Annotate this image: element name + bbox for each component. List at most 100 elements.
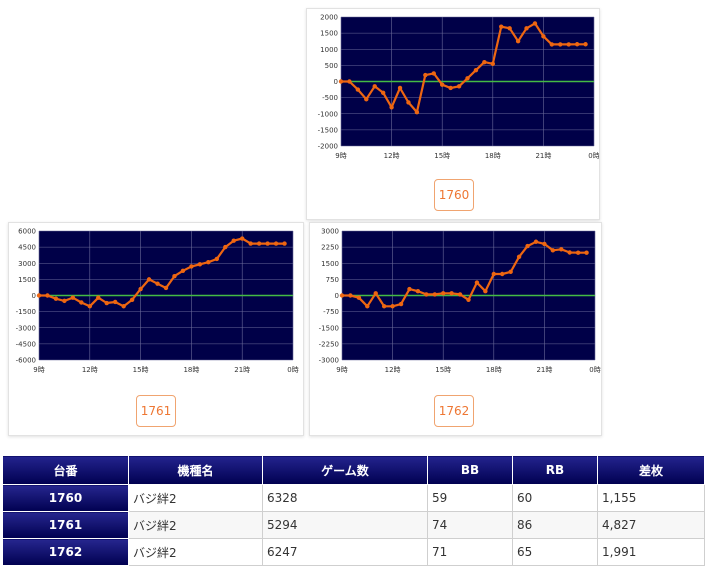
difference-cell: 1,155 <box>597 484 705 512</box>
data-point <box>70 295 76 300</box>
data-point <box>559 247 564 252</box>
x-tick-label: 9時 <box>33 366 44 374</box>
header-machine-number[interactable]: 台番 <box>2 455 129 485</box>
data-point <box>265 241 270 246</box>
data-point <box>516 254 522 259</box>
model-name-cell: バジ絆2 <box>128 538 263 566</box>
data-point <box>448 85 453 91</box>
y-tick-label: 2000 <box>320 14 338 22</box>
data-point <box>104 300 109 306</box>
data-point <box>381 304 387 309</box>
difference-cell: 1,991 <box>597 538 705 566</box>
y-tick-label: -2250 <box>319 340 339 348</box>
data-point <box>431 71 436 76</box>
header-model-name[interactable]: 機種名 <box>128 455 263 485</box>
y-tick-label: 1500 <box>320 30 338 38</box>
x-tick-label: 21時 <box>535 152 551 160</box>
x-tick-label: 15時 <box>434 152 450 160</box>
table-row: 1762 バジ絆2 6247 71 65 1,991 <box>2 538 705 566</box>
game-count-cell: 5294 <box>262 511 428 539</box>
data-point <box>96 295 101 300</box>
data-point <box>397 85 403 91</box>
y-tick-label: 1500 <box>321 260 339 268</box>
header-difference[interactable]: 差枚 <box>597 455 705 485</box>
data-point <box>500 271 505 277</box>
data-point <box>482 59 487 65</box>
data-point <box>407 286 412 292</box>
header-rb[interactable]: RB <box>512 455 598 485</box>
y-tick-label: 0 <box>32 292 36 300</box>
data-point <box>491 271 496 277</box>
table-header-row: 台番 機種名 ゲーム数 BB RB 差枚 <box>2 455 705 485</box>
machine-badge-1760[interactable]: 1760 <box>434 179 474 211</box>
x-tick-label: 12時 <box>385 366 401 374</box>
y-tick-label: 1000 <box>320 46 338 54</box>
data-point <box>473 68 479 73</box>
data-point <box>456 84 462 89</box>
y-tick-label: 0 <box>334 78 338 86</box>
data-point <box>273 241 279 246</box>
y-tick-label: -4500 <box>16 340 36 348</box>
bb-cell: 59 <box>427 484 513 512</box>
x-tick-label: 18時 <box>486 366 502 374</box>
data-point <box>356 295 362 300</box>
bb-cell: 71 <box>427 538 513 566</box>
data-point <box>146 277 152 282</box>
chart-card-1762: 3000 2250 1500 750 0 -750 -1500 -2250 -3000 9時 12時… <box>309 222 602 436</box>
data-point <box>163 285 169 291</box>
x-tick-label: 18時 <box>183 366 199 374</box>
data-point <box>197 262 203 267</box>
machine-summary-table: 台番 機種名 ゲーム数 BB RB 差枚 1760 バジ絆2 6328 59 6… <box>2 455 705 566</box>
data-point <box>567 250 572 255</box>
y-tick-label: 2250 <box>321 244 339 252</box>
chart-card-1760: 2000 1500 1000 500 0 -500 -1000 -1500 -2000 9時 12時… <box>306 8 600 220</box>
data-point <box>348 293 353 298</box>
header-bb[interactable]: BB <box>427 455 513 485</box>
data-point <box>36 293 42 298</box>
data-point <box>189 264 194 269</box>
data-point <box>372 84 377 89</box>
y-tick-label: -500 <box>322 94 338 102</box>
data-point <box>415 289 421 294</box>
data-point <box>532 21 538 26</box>
data-point <box>398 301 404 307</box>
data-point <box>423 72 428 78</box>
table-row: 1760 バジ絆2 6328 59 60 1,155 <box>2 484 705 512</box>
y-tick-label: 6000 <box>18 228 36 236</box>
data-point <box>542 241 547 247</box>
y-tick-label: 3000 <box>18 260 36 268</box>
x-tick-label: 0時 <box>287 366 298 374</box>
x-tick-label: 18時 <box>485 152 501 160</box>
data-point <box>424 292 429 297</box>
data-point <box>248 241 253 246</box>
data-point <box>515 38 521 44</box>
game-count-cell: 6328 <box>262 484 428 512</box>
y-tick-label: -1500 <box>318 126 338 134</box>
machine-number-cell[interactable]: 1760 <box>2 484 129 512</box>
data-point <box>457 292 463 297</box>
y-tick-label: -3000 <box>16 324 36 332</box>
machine-badge-1761[interactable]: 1761 <box>136 395 176 427</box>
data-point <box>155 281 160 286</box>
data-point <box>206 259 211 265</box>
machine-number-cell[interactable]: 1761 <box>2 511 129 539</box>
machine-badge-1762[interactable]: 1762 <box>434 395 474 427</box>
data-point <box>129 297 135 302</box>
data-point <box>79 300 84 305</box>
data-point <box>53 296 59 301</box>
data-point <box>338 79 344 84</box>
data-point <box>474 280 480 285</box>
y-tick-label: -1500 <box>319 324 339 332</box>
data-point <box>121 304 126 309</box>
data-point <box>499 24 504 29</box>
data-point <box>432 292 437 297</box>
header-game-count[interactable]: ゲーム数 <box>262 455 428 485</box>
data-point <box>231 238 236 243</box>
data-point <box>390 304 395 309</box>
machine-number-cell[interactable]: 1762 <box>2 538 129 566</box>
data-point <box>466 297 471 302</box>
data-point <box>214 256 219 262</box>
data-point <box>440 82 445 87</box>
